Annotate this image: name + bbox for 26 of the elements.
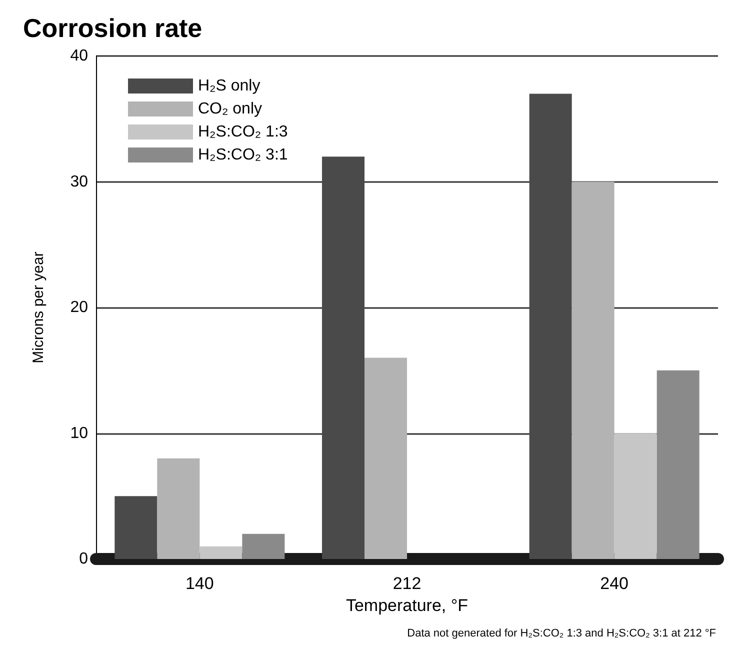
y-tick-label: 10 xyxy=(70,424,88,442)
y-tick-label: 0 xyxy=(79,550,88,568)
text: Data not generated for H₂S:CO₂ 1:3 and H₂S:CO₂ 3:1 at 212 °F xyxy=(407,628,716,640)
legend-label: H₂S:CO₂ 1:3 xyxy=(198,124,288,140)
x-tick-label: 140 xyxy=(185,574,214,593)
y-axis-title: Microns per year xyxy=(30,252,47,364)
bar xyxy=(364,358,407,559)
bar xyxy=(242,534,285,559)
x-tick-label: 212 xyxy=(392,574,422,593)
chart-title: Corrosion rate xyxy=(23,13,202,43)
legend-label: CO₂ only xyxy=(198,100,262,118)
bar xyxy=(529,94,572,559)
bar xyxy=(322,156,364,559)
y-tick-label: 40 xyxy=(70,48,88,64)
bar xyxy=(656,370,700,559)
bar xyxy=(614,433,657,559)
y-tick-label: 20 xyxy=(70,299,88,316)
legend-label: H₂S:CO₂ 3:1 xyxy=(198,146,288,164)
bar xyxy=(157,458,200,559)
bar xyxy=(114,496,158,559)
x-tick-label: 240 xyxy=(600,574,629,593)
x-axis-title: Temperature, °F xyxy=(346,596,468,615)
bar xyxy=(200,546,242,559)
y-tick-label: 30 xyxy=(70,173,88,190)
legend-label: H₂S only xyxy=(198,78,260,94)
bar xyxy=(572,182,614,559)
